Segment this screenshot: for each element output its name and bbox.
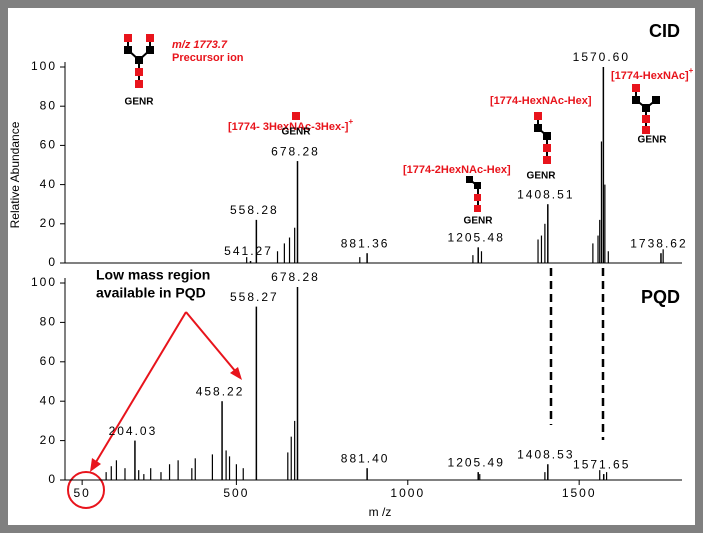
y-tick-label: 20 xyxy=(40,433,57,447)
annotation: [1774-2HexNAc-Hex] xyxy=(403,164,511,176)
x-tick-label: 1000 xyxy=(390,486,425,500)
annotation: Low mass region xyxy=(96,267,210,283)
y-tick-label: 0 xyxy=(48,255,57,269)
glycan-icon xyxy=(124,34,154,88)
peak-label: 881.40 xyxy=(341,451,390,465)
peak-label: 678.28 xyxy=(271,270,320,284)
peak-label: 1408.51 xyxy=(517,187,574,201)
peak-label: 558.28 xyxy=(230,203,279,217)
annotation: [1774-HexNAc-Hex] xyxy=(490,95,592,107)
glycan-icon xyxy=(292,112,300,120)
x-tick-label: 500 xyxy=(223,486,249,500)
glycan-icon xyxy=(632,84,660,134)
y-tick-label: 80 xyxy=(40,315,57,329)
annotation: GENR xyxy=(282,127,312,138)
x-tick-label: 1500 xyxy=(562,486,597,500)
annotation: Precursor ion xyxy=(172,52,244,64)
y-tick-label: 80 xyxy=(40,98,57,112)
annotation: available in PQD xyxy=(96,285,206,301)
peak-label: 1205.49 xyxy=(448,455,505,469)
y-tick-label: 40 xyxy=(40,177,57,191)
x-tick-label: 50 xyxy=(73,486,90,500)
peak-label: 1408.53 xyxy=(517,447,574,461)
peak-label: 1570.60 xyxy=(573,50,630,64)
peak-label: 1738.62 xyxy=(630,236,687,250)
y-tick-label: 100 xyxy=(31,59,57,73)
y-tick-label: 40 xyxy=(40,393,57,407)
peak-label: 881.36 xyxy=(341,236,390,250)
y-tick-label: 60 xyxy=(40,354,57,368)
x-axis-label: m /z xyxy=(369,505,392,519)
glycan-icon xyxy=(466,176,481,212)
highlight-circle xyxy=(67,471,105,509)
annotation: [1774-HexNAc]+ xyxy=(611,66,694,82)
glycan-icon xyxy=(534,112,551,164)
peak-label: 1571.65 xyxy=(573,457,630,471)
annotation: [1774- 3HexNAc-3Hex-]+ xyxy=(228,117,353,133)
peak-label: 678.28 xyxy=(271,144,320,158)
y-axis-label: Relative Abundance xyxy=(8,121,22,228)
annotation: GENR xyxy=(527,171,557,182)
panel-label: CID xyxy=(649,21,680,41)
peak-label: 458.22 xyxy=(196,384,245,398)
y-tick-label: 0 xyxy=(48,472,57,486)
y-tick-label: 20 xyxy=(40,216,57,230)
peak-label: 541.27 xyxy=(224,244,273,258)
y-tick-label: 100 xyxy=(31,275,57,289)
panel-label: PQD xyxy=(641,287,680,307)
arrow xyxy=(90,311,242,472)
annotation: m/z 1773.7 xyxy=(172,39,228,51)
peak-label: 558.27 xyxy=(230,290,279,304)
annotation: GENR xyxy=(464,216,494,227)
annotation: GENR xyxy=(638,135,668,146)
annotation: GENR xyxy=(125,97,155,108)
peak-label: 1205.48 xyxy=(448,230,505,244)
y-tick-label: 60 xyxy=(40,138,57,152)
plot-background xyxy=(8,8,695,525)
peak-label: 204.03 xyxy=(109,424,158,438)
